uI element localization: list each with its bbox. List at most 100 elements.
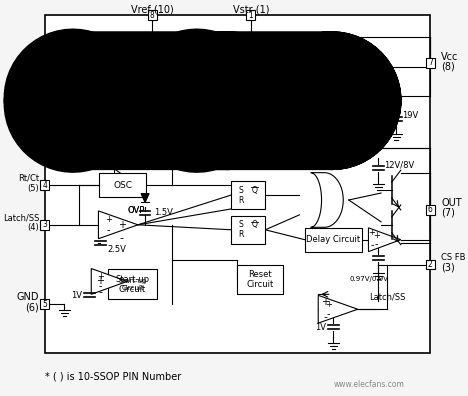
Text: 1V: 1V	[315, 323, 326, 331]
Text: 5: 5	[42, 300, 47, 309]
Text: OUT: OUT	[441, 198, 462, 208]
Text: (7): (7)	[441, 208, 455, 218]
Text: +: +	[105, 215, 112, 224]
Text: 5V Ref: 5V Ref	[189, 96, 218, 105]
Bar	[148, 10, 157, 20]
Polygon shape	[98, 211, 138, 239]
Text: S: S	[238, 220, 243, 229]
Text: 19V: 19V	[402, 111, 418, 120]
Text: (6): (6)	[25, 302, 39, 312]
Polygon shape	[327, 133, 366, 163]
Text: +: +	[325, 300, 331, 309]
Text: 1V: 1V	[71, 291, 82, 300]
Text: Latch/SS: Latch/SS	[3, 213, 39, 223]
Text: (4): (4)	[28, 223, 39, 232]
Text: 12V/8V: 12V/8V	[384, 161, 414, 170]
Text: Latch/SS: Latch/SS	[369, 293, 406, 302]
Text: Start-up
Circuit: Start-up Circuit	[118, 278, 146, 291]
Text: 12uA: 12uA	[124, 144, 145, 153]
Bar	[247, 10, 256, 20]
Text: 2.5V: 2.5V	[108, 245, 126, 254]
Text: -: -	[363, 104, 367, 114]
Text: +: +	[96, 276, 104, 286]
Circle shape	[106, 139, 122, 157]
Text: +: +	[369, 228, 375, 237]
Text: +: +	[373, 231, 380, 240]
Text: -: -	[107, 225, 110, 235]
Text: Q: Q	[251, 185, 257, 194]
Bar	[426, 58, 435, 68]
Polygon shape	[141, 194, 149, 202]
Bar	[426, 259, 435, 270]
Text: 2: 2	[428, 260, 433, 269]
Text: OSC: OSC	[113, 181, 132, 190]
Text: +: +	[118, 220, 126, 230]
Bar	[40, 220, 49, 230]
Text: +: +	[97, 272, 104, 281]
Text: R: R	[238, 230, 243, 239]
Text: +: +	[334, 139, 341, 147]
Text: S: S	[238, 185, 243, 194]
Text: -: -	[98, 281, 102, 291]
Text: -: -	[367, 96, 370, 106]
Bar	[231, 216, 265, 244]
Text: +: +	[365, 86, 372, 95]
Text: 4: 4	[42, 181, 47, 190]
Text: (5): (5)	[28, 184, 39, 192]
Text: Start-up
Circuit: Start-up Circuit	[116, 275, 150, 294]
Polygon shape	[358, 81, 398, 110]
Text: -: -	[335, 149, 339, 159]
Text: UVLO: UVLO	[315, 136, 338, 145]
Bar	[237, 265, 283, 294]
Text: OVP: OVP	[350, 84, 367, 93]
Text: Rt/Ct: Rt/Ct	[18, 173, 39, 183]
Text: Delay Circuit: Delay Circuit	[307, 235, 360, 244]
Bar	[231, 181, 265, 209]
Polygon shape	[311, 173, 343, 227]
Text: Vstr (1): Vstr (1)	[233, 4, 269, 14]
Bar	[108, 270, 157, 299]
Text: Vref (10): Vref (10)	[131, 4, 174, 14]
Text: www.elecfans.com: www.elecfans.com	[334, 380, 405, 389]
Text: Enable: Enable	[216, 90, 245, 99]
Bar	[182, 90, 225, 112]
Text: OVP: OVP	[127, 206, 145, 215]
Text: Q: Q	[251, 220, 257, 229]
Text: -: -	[326, 309, 330, 319]
Text: +: +	[361, 94, 369, 104]
Text: 8: 8	[150, 11, 154, 20]
Polygon shape	[368, 228, 401, 251]
Text: GND: GND	[17, 292, 39, 302]
Text: +: +	[322, 297, 329, 307]
Text: 3: 3	[42, 220, 47, 229]
Text: Reset
Circuit: Reset Circuit	[246, 270, 273, 289]
Text: -: -	[332, 150, 336, 160]
Text: +: +	[330, 136, 338, 147]
Text: OVP: OVP	[127, 206, 145, 215]
Polygon shape	[91, 268, 127, 294]
Text: 1: 1	[249, 11, 253, 20]
Bar	[40, 180, 49, 190]
Text: Vref: Vref	[104, 129, 122, 138]
Text: R: R	[238, 196, 243, 204]
Bar	[40, 299, 49, 309]
Text: * ( ) is 10-SSOP PIN Number: * ( ) is 10-SSOP PIN Number	[44, 372, 181, 382]
Bar	[99, 173, 146, 197]
Text: -: -	[120, 233, 124, 243]
Text: 7: 7	[428, 59, 433, 67]
Text: CS FB: CS FB	[441, 253, 466, 262]
Text: -: -	[370, 240, 374, 249]
Text: Vcc: Vcc	[441, 52, 459, 62]
Text: (3): (3)	[441, 263, 455, 272]
Bar	[426, 205, 435, 215]
Bar	[276, 85, 328, 116]
Polygon shape	[318, 295, 358, 323]
Text: -: -	[323, 312, 328, 322]
Text: -: -	[98, 287, 102, 297]
Text: 0.97V/0.9V: 0.97V/0.9V	[350, 276, 389, 282]
Text: -: -	[375, 239, 378, 249]
Text: 1.5V: 1.5V	[154, 208, 173, 217]
Text: Start-up
Circuit: Start-up Circuit	[285, 91, 319, 110]
Bar	[305, 228, 362, 251]
Bar	[44, 15, 431, 353]
